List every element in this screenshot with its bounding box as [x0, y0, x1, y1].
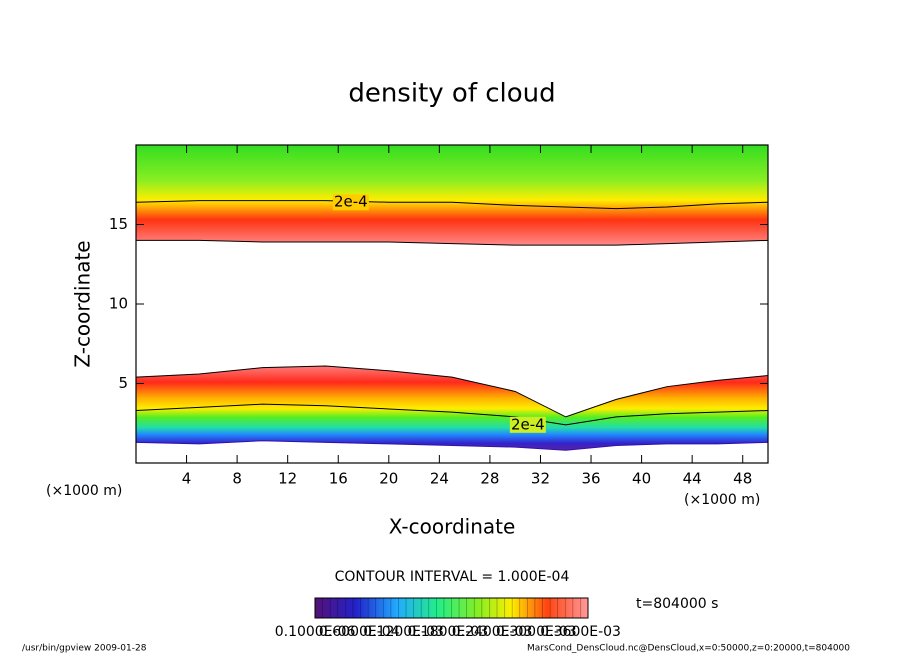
- colorbar: [314, 597, 589, 619]
- y-tick-label: 15: [109, 215, 128, 233]
- contour-label: 2e-4: [334, 193, 368, 211]
- footer: /usr/bin/gpview 2009-01-28: [22, 644, 147, 654]
- colorbar-tick-label: 0.1000E-06: [275, 624, 356, 640]
- x-tick-label: 40: [632, 470, 651, 488]
- colorbar-tick-label: 0.1200E-03: [363, 624, 444, 640]
- label-bg: [509, 416, 546, 433]
- x-tick-label: 44: [683, 470, 702, 488]
- colorbar-tick-label: 0.3600E-03: [540, 624, 621, 640]
- cloud-fill: [136, 366, 768, 451]
- contour-interval: CONTOUR INTERVAL = 1.000E-04: [335, 569, 570, 585]
- x-tick-label: 8: [232, 470, 242, 488]
- plot-area: 2e-4 2e-4: [135, 145, 769, 451]
- contour-line: [136, 239, 769, 246]
- colorbar-tick-label: 0.1800E-03: [407, 624, 488, 640]
- contour-label: 2e-4: [511, 415, 545, 433]
- x-unit: (×1000 m): [46, 483, 122, 499]
- x-tick-label: 16: [329, 470, 348, 488]
- y-tick-label: 10: [109, 295, 128, 313]
- cloud-fill: [136, 145, 768, 246]
- x-unit: (×1000 m): [684, 492, 760, 508]
- y-tick-label: 5: [118, 374, 128, 392]
- colorbar-tick-label: 0.3000E-03: [496, 624, 577, 640]
- x-axis-label: X-coordinate: [389, 515, 516, 539]
- contour-line: [135, 403, 769, 426]
- y-axis-label: Z-coordinate: [71, 240, 95, 367]
- x-tick-label: 24: [430, 470, 449, 488]
- contour-line: [135, 200, 769, 210]
- contour-line: [135, 440, 769, 451]
- x-tick-label: 28: [480, 470, 499, 488]
- chart-title: density of cloud: [348, 79, 555, 109]
- x-tick-label: 48: [733, 470, 752, 488]
- x-tick-label: 20: [379, 470, 398, 488]
- x-tick-label: 4: [182, 470, 192, 488]
- x-tick-label: 36: [581, 470, 600, 488]
- colorbar-tick-label: 0.2400E-03: [452, 624, 533, 640]
- time-label: t=804000 s: [636, 596, 718, 612]
- x-tick-label: 32: [531, 470, 550, 488]
- label-bg: [332, 194, 369, 211]
- colorbar-tick-label: 0.6000E-04: [319, 624, 400, 640]
- footer: MarsCond_DensCloud.nc@DensCloud,x=0:5000…: [527, 644, 850, 654]
- x-tick-label: 12: [278, 470, 297, 488]
- contour-line: [135, 365, 769, 418]
